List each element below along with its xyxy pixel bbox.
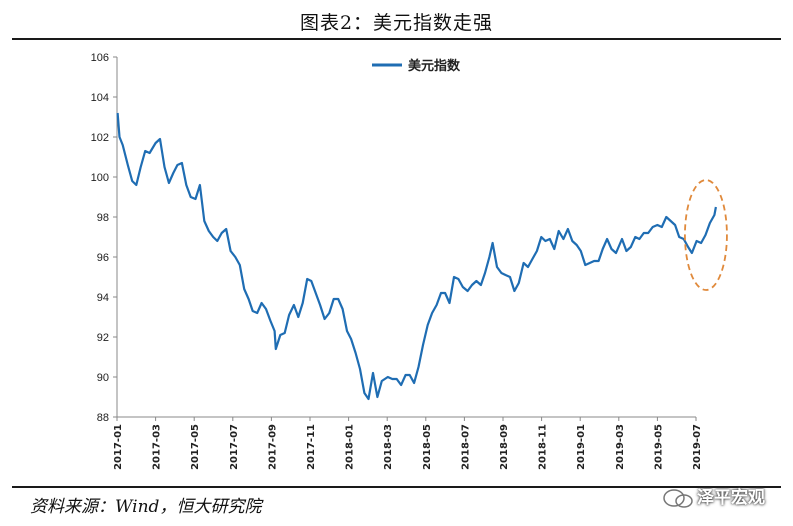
x-tick-label: 2019-05 [653,424,664,470]
watermark-text: 泽平宏观 [697,488,765,508]
x-tick-label: 2018-11 [538,424,549,470]
y-axis: 88 90 92 94 96 98 100 102 104 106 [91,52,118,424]
y-tick-label: 104 [91,92,109,104]
y-tick-label: 94 [97,292,109,304]
x-axis: 2017-01 2017-03 2017-05 2017-07 2017-09 2017-… [113,416,703,470]
x-tick-label: 2019-03 [615,424,626,470]
x-tick-label: 2018-09 [499,424,510,470]
y-tick-label: 88 [97,412,109,424]
y-tick-label: 102 [91,132,109,144]
watermark-bubble-icon [663,489,693,508]
x-tick-label: 2017-03 [152,424,163,470]
y-tick-label: 90 [97,372,109,384]
y-tick-label: 100 [91,172,109,184]
x-tick-label: 2019-01 [576,424,587,470]
y-tick-label: 92 [97,332,109,344]
x-tick-label: 2017-05 [190,424,201,470]
y-tick-label: 98 [97,212,109,224]
x-tick-label: 2017-11 [306,424,317,470]
legend-label: 美元指数 [408,58,461,74]
series-line-usd-index [116,112,717,401]
x-tick-label: 2017-09 [267,424,278,470]
y-tick-label: 96 [97,252,109,264]
legend: 美元指数 [372,58,461,74]
highlight-ellipse [684,179,728,291]
bottom-rule [12,486,781,488]
x-tick-label: 2019-07 [692,424,703,470]
x-tick-label: 2017-01 [113,424,124,470]
top-rule [12,38,781,40]
x-tick-label: 2018-03 [383,424,394,470]
source-note: 资料来源：Wind，恒大研究院 [30,497,262,517]
x-tick-label: 2018-05 [422,424,433,470]
x-tick-label: 2018-07 [460,424,471,470]
x-tick-label: 2018-01 [345,424,356,470]
x-tick-label: 2017-07 [229,424,240,470]
chart-title: 图表2：美元指数走强 [299,12,494,34]
y-tick-label: 106 [91,52,109,64]
